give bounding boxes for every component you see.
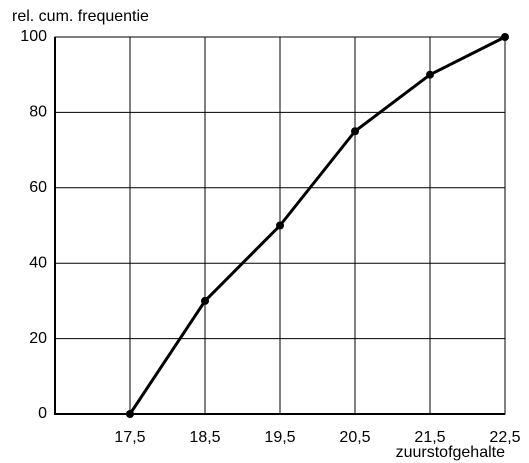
data-point xyxy=(126,410,134,418)
data-point xyxy=(501,33,509,41)
data-line xyxy=(128,35,506,415)
x-axis-label: zuurstofgehalte xyxy=(396,444,506,461)
y-tick-label: 0 xyxy=(38,405,47,422)
y-tick-label: 20 xyxy=(29,330,47,347)
data-point xyxy=(426,70,434,79)
x-tick-label: 18,5 xyxy=(189,429,220,446)
data-point xyxy=(351,127,359,136)
x-tick-label: 20,5 xyxy=(339,429,370,446)
y-axis-label: rel. cum. frequentie xyxy=(12,8,149,25)
x-tick-label: 22,5 xyxy=(489,429,520,446)
y-tick-label: 60 xyxy=(29,179,47,196)
y-tick-label: 80 xyxy=(29,104,47,121)
x-tick-label: 19,5 xyxy=(264,429,295,446)
data-point xyxy=(201,296,209,305)
y-tick-label: 100 xyxy=(20,28,47,45)
y-tick-label: 40 xyxy=(29,254,47,271)
x-tick-label: 17,5 xyxy=(114,429,145,446)
x-tick-label: 21,5 xyxy=(414,429,445,446)
data-point xyxy=(276,221,284,230)
